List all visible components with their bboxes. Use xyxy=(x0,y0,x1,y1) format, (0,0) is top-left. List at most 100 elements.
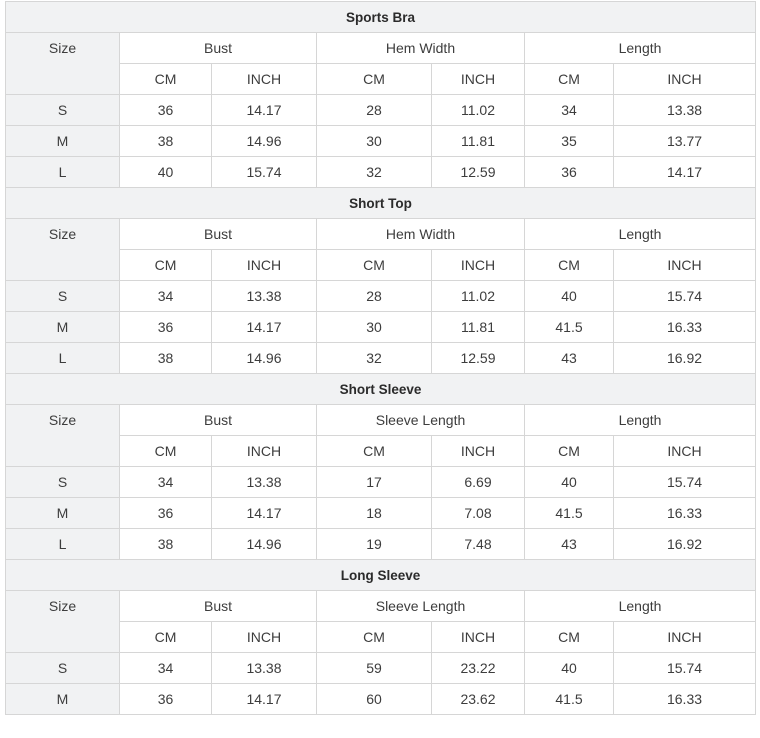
measurement-cell: 14.96 xyxy=(211,342,317,374)
table-row: L 38 14.96 19 7.48 43 16.92 xyxy=(5,528,757,560)
measurement-cell: 16.33 xyxy=(612,311,757,343)
measurement-cell: 13.38 xyxy=(211,280,317,312)
measurement-cell: 11.81 xyxy=(431,311,525,343)
measurement-cell: 15.74 xyxy=(612,652,757,684)
size-cell: M xyxy=(5,683,120,715)
size-chart-body: Sports Bra Size Bust Hem Width Length CM INCH C… xyxy=(4,1,757,715)
unit-header-cm: CM xyxy=(524,621,614,653)
measure-header: Sleeve Length xyxy=(316,404,525,436)
section-title-row: Short Top xyxy=(4,187,757,219)
measurement-cell: 38 xyxy=(119,125,212,157)
measurement-cell: 14.17 xyxy=(211,497,317,529)
measurement-cell: 13.38 xyxy=(612,94,757,126)
size-column-header: Size xyxy=(5,218,120,281)
measurement-cell: 41.5 xyxy=(524,497,614,529)
measure-header: Sleeve Length xyxy=(316,590,525,622)
unit-header-cm: CM xyxy=(524,63,614,95)
unit-header-inch: INCH xyxy=(612,621,757,653)
section-title-row: Long Sleeve xyxy=(4,559,757,591)
unit-header-inch: INCH xyxy=(431,63,525,95)
unit-header-inch: INCH xyxy=(431,249,525,281)
measure-header: Length xyxy=(523,32,757,64)
measurement-cell: 13.38 xyxy=(211,466,317,498)
unit-header-inch: INCH xyxy=(211,621,317,653)
size-cell: L xyxy=(5,156,120,188)
measurement-cell: 38 xyxy=(119,342,212,374)
size-cell: L xyxy=(5,342,120,374)
measurement-cell: 30 xyxy=(316,125,432,157)
unit-header-cm: CM xyxy=(316,249,432,281)
measurement-cell: 41.5 xyxy=(524,311,614,343)
measurement-cell: 14.17 xyxy=(211,311,317,343)
unit-header-inch: INCH xyxy=(612,63,757,95)
section-title: Short Top xyxy=(4,187,757,219)
unit-header-row: CM INCH CM INCH CM INCH xyxy=(6,249,757,281)
size-column-header: Size xyxy=(5,32,120,95)
measurement-cell: 7.08 xyxy=(431,497,525,529)
section-title: Short Sleeve xyxy=(4,373,757,405)
measurement-cell: 11.81 xyxy=(431,125,525,157)
size-cell: S xyxy=(5,652,120,684)
measure-header: Bust xyxy=(119,218,317,250)
measurement-cell: 14.17 xyxy=(211,683,317,715)
measurement-cell: 40 xyxy=(119,156,212,188)
measurement-cell: 30 xyxy=(316,311,432,343)
measurement-cell: 6.69 xyxy=(431,466,525,498)
table-row: M 38 14.96 30 11.81 35 13.77 xyxy=(5,125,757,157)
unit-header-inch: INCH xyxy=(612,249,757,281)
unit-header-cm: CM xyxy=(119,63,212,95)
size-column-header: Size xyxy=(5,404,120,467)
measurement-cell: 43 xyxy=(524,528,614,560)
measurement-cell: 16.92 xyxy=(612,528,757,560)
measurement-cell: 23.22 xyxy=(431,652,525,684)
measurement-cell: 14.96 xyxy=(211,528,317,560)
measurement-cell: 15.74 xyxy=(612,280,757,312)
unit-header-cm: CM xyxy=(119,435,212,467)
measurement-cell: 16.33 xyxy=(612,497,757,529)
measurement-cell: 28 xyxy=(316,280,432,312)
unit-header-row: CM INCH CM INCH CM INCH xyxy=(6,63,757,95)
measurement-cell: 36 xyxy=(119,497,212,529)
measurement-cell: 36 xyxy=(524,156,614,188)
measurement-cell: 7.48 xyxy=(431,528,525,560)
measurement-cell: 32 xyxy=(316,156,432,188)
measurement-cell: 60 xyxy=(316,683,432,715)
measurement-cell: 12.59 xyxy=(431,156,525,188)
measure-header: Length xyxy=(523,590,757,622)
size-chart-table: Sports Bra Size Bust Hem Width Length CM INCH C… xyxy=(4,1,757,715)
measurement-cell: 36 xyxy=(119,683,212,715)
measurement-cell: 12.59 xyxy=(431,342,525,374)
size-cell: M xyxy=(5,125,120,157)
table-row: M 36 14.17 18 7.08 41.5 16.33 xyxy=(5,497,757,529)
section-title: Long Sleeve xyxy=(4,559,757,591)
measure-header-row: Size Bust Hem Width Length xyxy=(5,218,757,281)
table-row: S 34 13.38 17 6.69 40 15.74 xyxy=(5,466,757,498)
measurement-cell: 34 xyxy=(119,652,212,684)
measurement-cell: 23.62 xyxy=(431,683,525,715)
unit-header-inch: INCH xyxy=(431,621,525,653)
unit-header-row: CM INCH CM INCH CM INCH xyxy=(6,435,757,467)
section-title-row: Sports Bra xyxy=(4,1,757,33)
measurement-cell: 43 xyxy=(524,342,614,374)
table-row: M 36 14.17 60 23.62 41.5 16.33 xyxy=(5,683,757,715)
unit-header-cm: CM xyxy=(119,249,212,281)
measurement-cell: 34 xyxy=(119,280,212,312)
measurement-cell: 40 xyxy=(524,466,614,498)
measure-header-row: Size Bust Sleeve Length Length xyxy=(5,590,757,653)
unit-header-cm: CM xyxy=(316,621,432,653)
size-cell: M xyxy=(5,311,120,343)
unit-header-cm: CM xyxy=(524,435,614,467)
measurement-cell: 13.38 xyxy=(211,652,317,684)
unit-header-cm: CM xyxy=(119,621,212,653)
measurement-cell: 36 xyxy=(119,94,212,126)
measurement-cell: 41.5 xyxy=(524,683,614,715)
measurement-cell: 35 xyxy=(524,125,614,157)
measurement-cell: 17 xyxy=(316,466,432,498)
measurement-cell: 59 xyxy=(316,652,432,684)
unit-header-inch: INCH xyxy=(211,63,317,95)
measure-header: Length xyxy=(523,404,757,436)
table-row: L 38 14.96 32 12.59 43 16.92 xyxy=(5,342,757,374)
table-row: L 40 15.74 32 12.59 36 14.17 xyxy=(5,156,757,188)
measure-header: Length xyxy=(523,218,757,250)
size-cell: M xyxy=(5,497,120,529)
